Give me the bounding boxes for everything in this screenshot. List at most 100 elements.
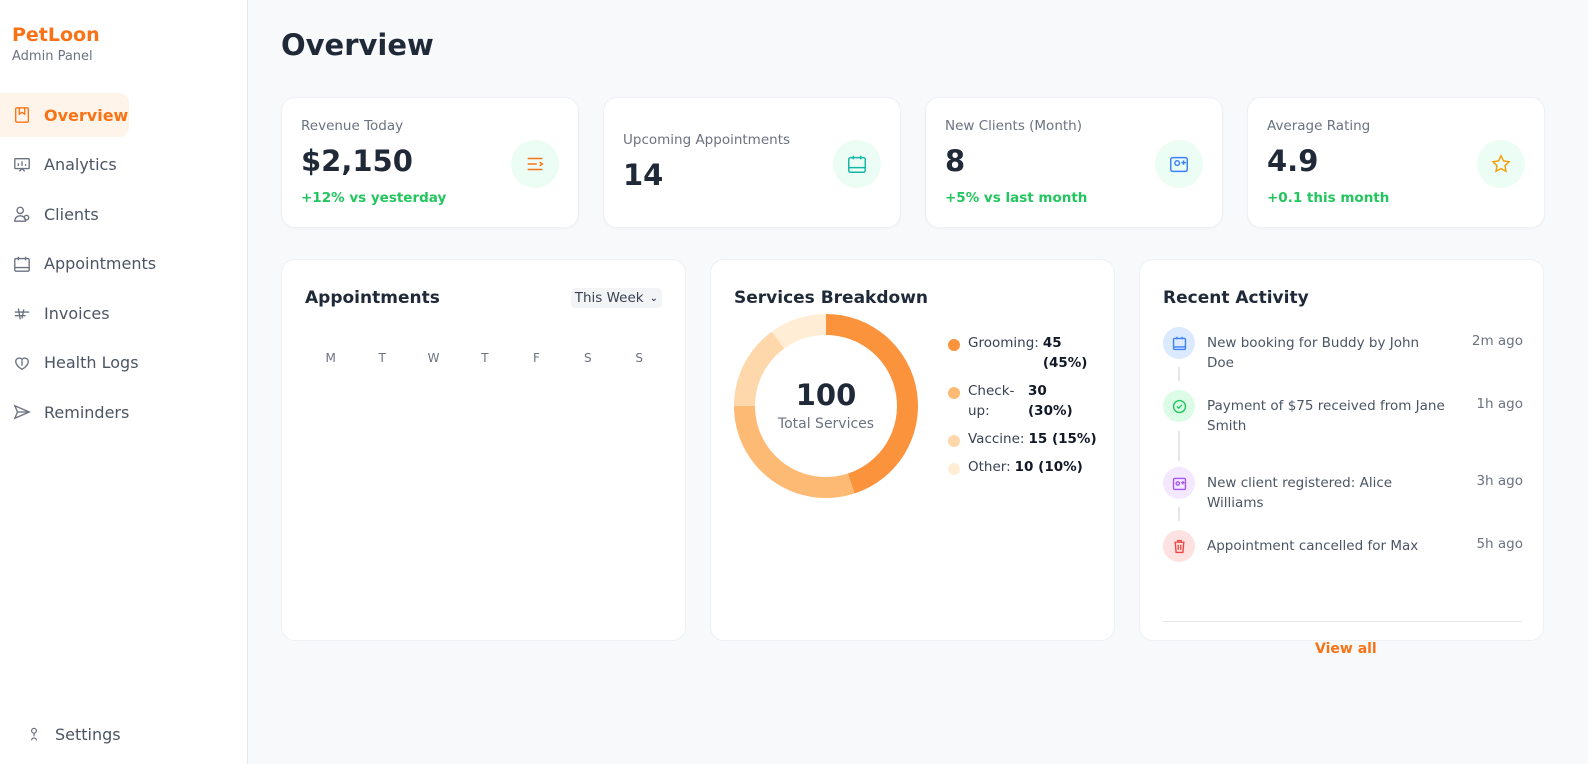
legend-swatch [948, 339, 960, 351]
timeline-connector [1178, 367, 1180, 381]
activity-time: 5h ago [1476, 536, 1523, 552]
sidebar-item-label: Clients [44, 204, 99, 224]
analytics-icon [12, 155, 32, 175]
sidebar: PetLoon Admin Panel Overview Analytics C… [0, 0, 248, 764]
sidebar-item-settings[interactable]: Settings [24, 720, 121, 748]
trash-icon [1163, 530, 1195, 562]
legend-value: 15 (15%) [1028, 431, 1097, 447]
stat-label: Average Rating [1267, 118, 1371, 134]
legend-swatch [948, 463, 960, 475]
page-title: Overview [281, 28, 434, 62]
activity-time: 3h ago [1476, 473, 1523, 489]
divider [1163, 621, 1522, 622]
sidebar-item-label: Invoices [44, 303, 110, 323]
legend-item: Grooming: 45 (45%) [948, 335, 1095, 373]
activity-text: Appointment cancelled for Max [1207, 538, 1419, 554]
stat-card-revenue: Revenue Today $2,150 +12% vs yesterday [281, 97, 579, 228]
new-client-icon [1155, 140, 1203, 188]
sidebar-item-overview[interactable]: Overview [0, 93, 129, 137]
legend-name: Other: [968, 459, 1011, 475]
activity-item[interactable]: Payment of $75 received from Jane Smith … [1163, 390, 1523, 434]
services-breakdown-panel: Services Breakdown 100 Total Services Gr… [710, 259, 1115, 641]
recent-activity-panel: Recent Activity New booking for Buddy by… [1139, 259, 1544, 641]
donut-slice-grooming[interactable] [826, 314, 918, 494]
check-circle-icon [1163, 390, 1195, 422]
legend-swatch [948, 435, 960, 447]
sidebar-item-appointments[interactable]: Appointments [0, 242, 248, 286]
stat-delta: +5% vs last month [945, 190, 1088, 206]
stat-label: New Clients (Month) [945, 118, 1082, 134]
calendar-icon [833, 140, 881, 188]
sidebar-item-label: Appointments [44, 254, 157, 273]
stat-label: Upcoming Appointments [623, 132, 791, 148]
stat-value: 8 [945, 144, 966, 178]
legend-swatch [948, 387, 960, 399]
legend-item: Vaccine: 15 (15%) [948, 431, 1097, 447]
weekday-label: T [378, 351, 386, 365]
star-icon [1477, 140, 1525, 188]
panel-title: Services Breakdown [734, 288, 929, 308]
services-donut-chart [734, 314, 918, 498]
legend-name: Grooming: [968, 335, 1039, 351]
overview-icon [12, 105, 32, 125]
revenue-icon [511, 140, 559, 188]
activity-item[interactable]: New client registered: Alice Williams 3h… [1163, 467, 1523, 511]
legend-item: Check-up: 30 (30%) [948, 383, 1080, 421]
donut-slice-other[interactable] [771, 314, 826, 349]
donut-total-label: Total Services [777, 415, 875, 432]
sidebar-item-invoices[interactable]: Invoices [0, 291, 248, 335]
legend-value: 30 (30%) [1028, 383, 1073, 419]
timeline-connector [1178, 431, 1180, 461]
legend-name: Vaccine: [968, 431, 1025, 447]
weekday-label: W [427, 351, 440, 365]
sidebar-item-label: Reminders [44, 402, 130, 422]
activity-item[interactable]: New booking for Buddy by John Doe 2m ago [1163, 327, 1523, 371]
settings-label: Settings [55, 724, 121, 744]
settings-icon [24, 724, 44, 744]
clients-icon [12, 204, 32, 224]
sidebar-item-analytics[interactable]: Analytics [0, 143, 248, 187]
appointments-panel: Appointments This Week ⌄ M T W T F S S [281, 259, 686, 641]
stat-delta: +0.1 this month [1267, 190, 1390, 206]
activity-text: New booking for Buddy by John Doe [1207, 335, 1420, 371]
donut-slice-check-up[interactable] [734, 406, 855, 498]
reminders-icon [12, 402, 32, 422]
activity-item[interactable]: Appointment cancelled for Max 5h ago [1163, 530, 1523, 570]
range-select[interactable]: This Week ⌄ [570, 288, 662, 308]
weekday-label: M [325, 351, 336, 365]
stat-card-average-rating: Average Rating 4.9 +0.1 this month [1247, 97, 1545, 228]
panel-title: Recent Activity [1163, 288, 1309, 308]
sidebar-item-label: Analytics [44, 155, 117, 174]
stat-value: $2,150 [301, 144, 413, 178]
sidebar-item-clients[interactable]: Clients [0, 192, 248, 236]
chevron-down-icon: ⌄ [649, 292, 658, 304]
stat-value: 4.9 [1267, 144, 1319, 178]
sidebar-item-label: Overview [44, 105, 129, 125]
activity-time: 2m ago [1471, 333, 1523, 349]
activity-time: 1h ago [1476, 396, 1523, 412]
weekday-header: M T W T F S S [305, 351, 665, 365]
sidebar-item-health-logs[interactable]: Health Logs [0, 341, 248, 385]
weekday-label: F [532, 351, 540, 365]
brand-subtitle: Admin Panel [12, 49, 93, 64]
brand-name[interactable]: PetLoon [12, 24, 100, 46]
legend-value: 10 (10%) [1014, 459, 1083, 475]
view-all-link[interactable]: View all [1315, 641, 1377, 657]
sidebar-item-reminders[interactable]: Reminders [0, 390, 248, 434]
timeline-connector [1178, 507, 1180, 521]
weekday-label: T [481, 351, 489, 365]
donut-center: 100 Total Services [734, 314, 918, 498]
activity-text: Payment of $75 received from Jane Smith [1207, 398, 1445, 434]
calendar-icon [1163, 327, 1195, 359]
activity-text: New client registered: Alice Williams [1207, 475, 1393, 511]
appointments-icon [12, 254, 32, 274]
new-client-icon [1163, 467, 1195, 499]
range-select-value: This Week [574, 290, 644, 306]
sidebar-nav: Overview Analytics Clients Appointments … [0, 93, 248, 440]
donut-total: 100 [795, 377, 857, 412]
brand: PetLoon Admin Panel [12, 24, 100, 64]
legend-value: 45 (45%) [1042, 335, 1088, 371]
panel-title: Appointments [305, 288, 440, 308]
sidebar-item-label: Health Logs [44, 353, 139, 372]
donut-slice-vaccine[interactable] [734, 331, 785, 406]
